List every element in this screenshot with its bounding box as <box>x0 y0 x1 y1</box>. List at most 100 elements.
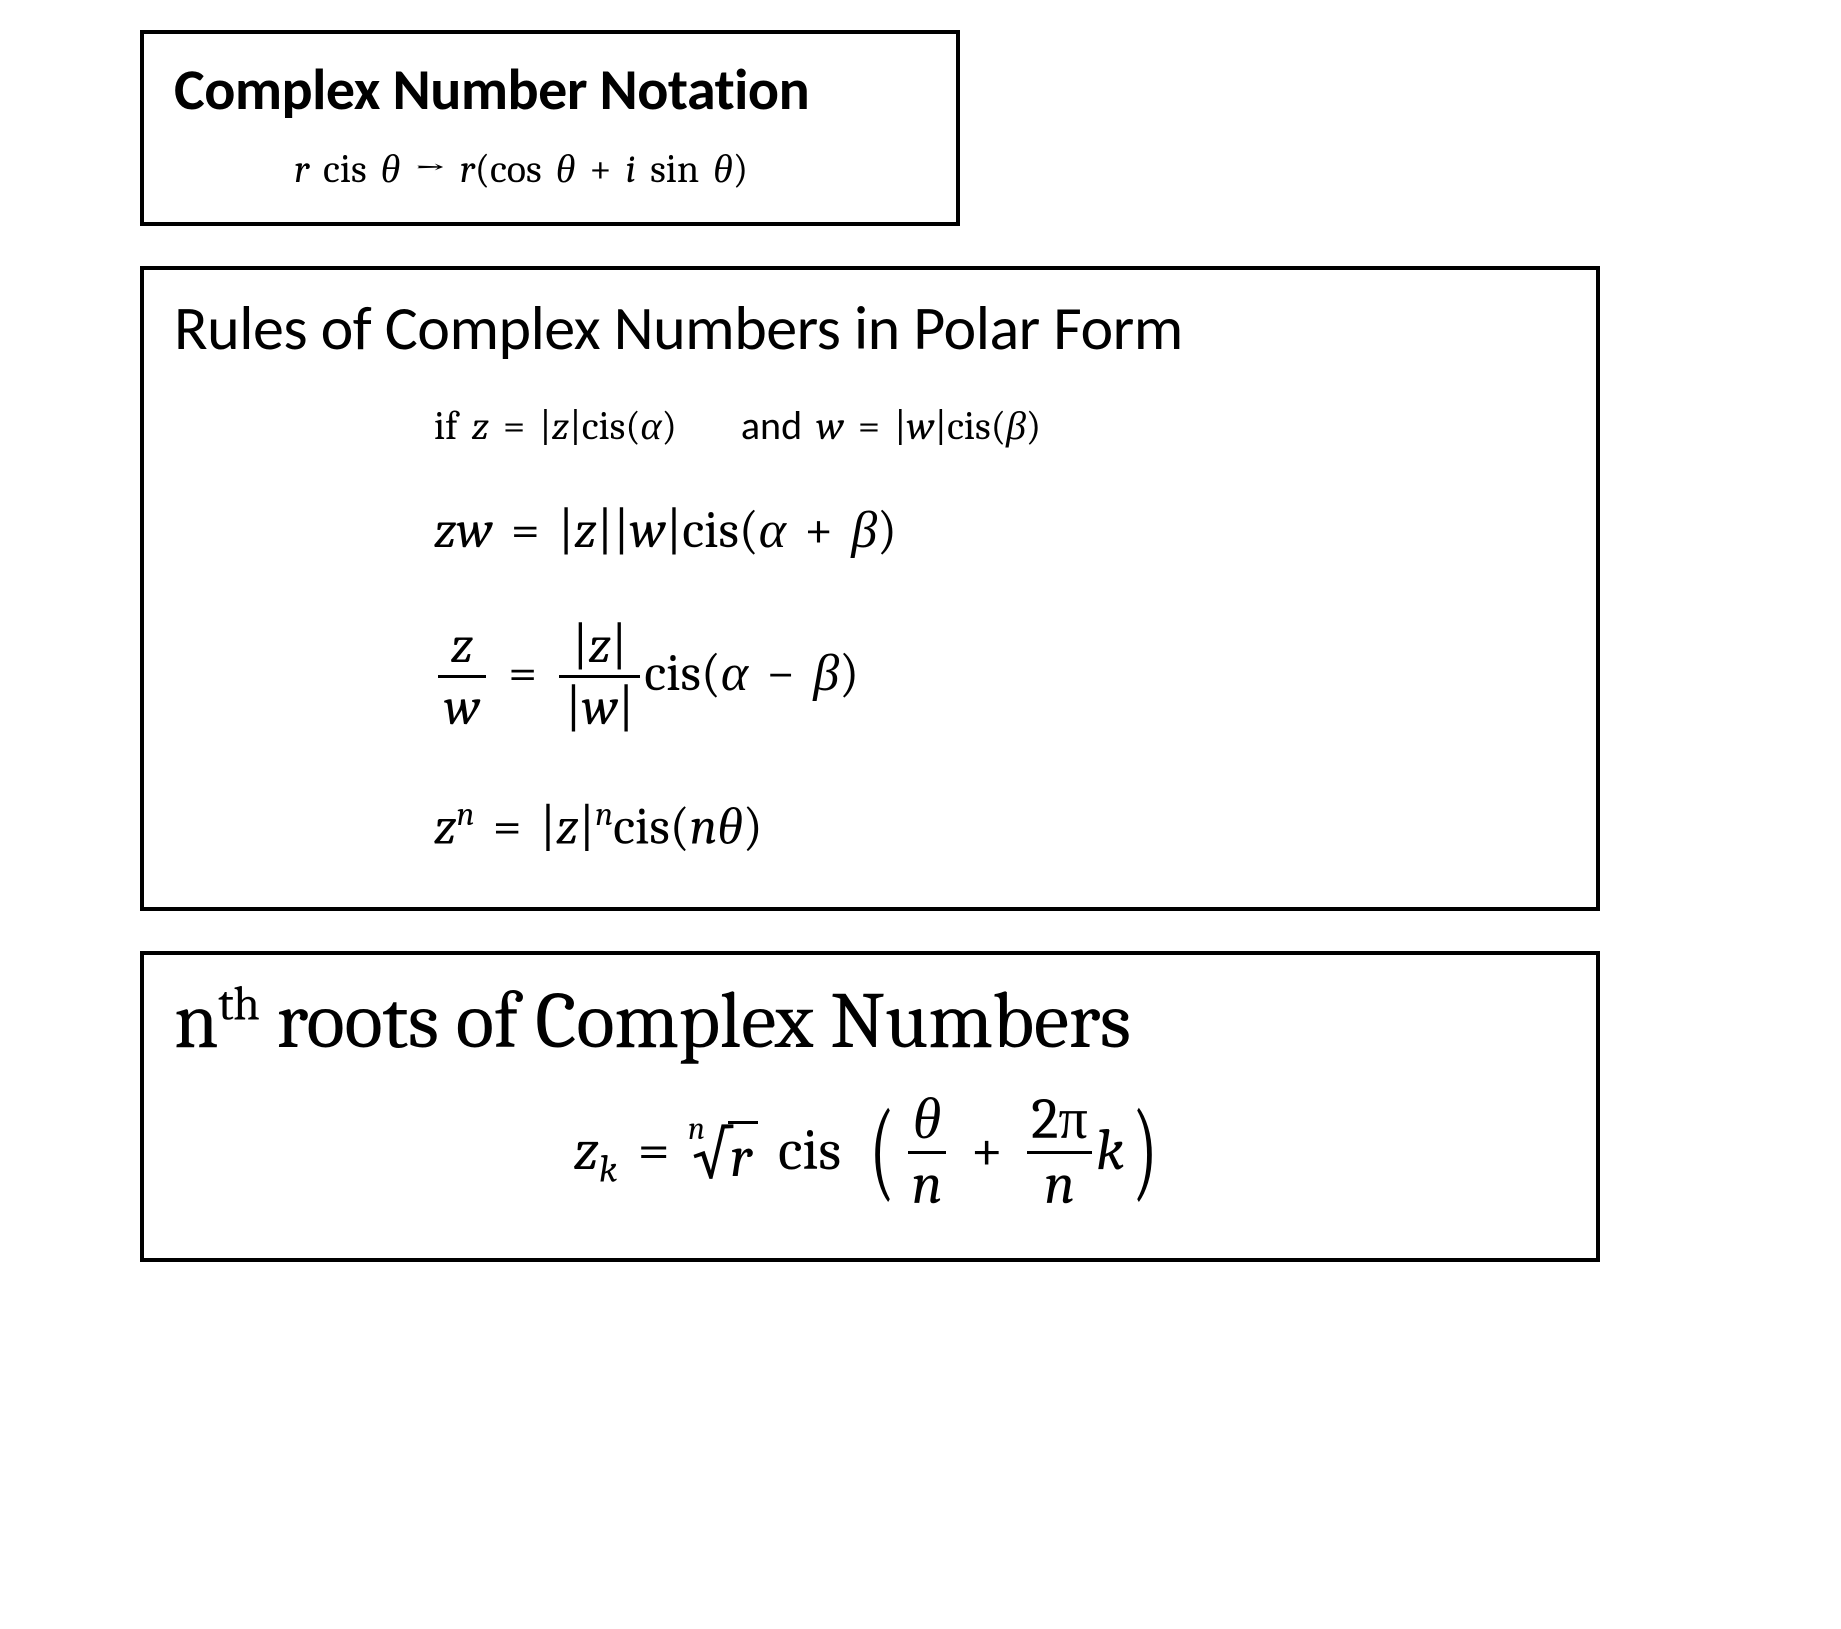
bar: | <box>539 403 552 449</box>
frac-theta-n: θ n <box>908 1090 947 1217</box>
op-cis: cis <box>682 500 739 560</box>
frac-modzw: |z| |w| <box>559 618 640 734</box>
bar: | <box>572 615 588 675</box>
var-w2: w <box>630 500 666 560</box>
rparen: ) <box>839 643 859 703</box>
var-r2: r <box>460 146 475 192</box>
title-n: n <box>174 975 218 1067</box>
bar: | <box>540 797 556 857</box>
op-plus: + <box>804 500 833 560</box>
rparen: ) <box>662 403 677 449</box>
title-rest: roots of Complex Numbers <box>259 975 1130 1067</box>
op-cis: cis <box>644 643 701 703</box>
var-alpha: α <box>721 643 748 703</box>
var-z: z <box>434 500 457 560</box>
lparen: ( <box>475 146 490 192</box>
op-cis: cis <box>778 1116 841 1183</box>
var-w: w <box>816 403 844 449</box>
var-w2: w <box>582 677 618 737</box>
var-z: z <box>451 615 474 675</box>
roots-box: nth roots of Complex Numbers zk=n√rcis( … <box>140 951 1600 1263</box>
bar4: | <box>618 677 634 737</box>
frac-2pi-n: 2π n <box>1027 1090 1092 1217</box>
op-eq: = <box>503 403 525 449</box>
var-theta: θ <box>381 146 401 192</box>
op-eq: = <box>511 500 540 560</box>
op-eq2: = <box>858 403 880 449</box>
op-plus: + <box>589 146 611 192</box>
txt-if: if <box>434 403 458 449</box>
op-eq: = <box>638 1116 670 1183</box>
op-minus: − <box>766 643 795 703</box>
exp-n2: n <box>595 796 613 834</box>
op-eq: = <box>493 797 522 857</box>
notation-box: Complex Number Notation rcisθ→r(cosθ+isi… <box>140 30 960 226</box>
bar2: | <box>597 500 613 560</box>
var-w2: w <box>907 403 935 449</box>
var-r: r <box>294 146 309 192</box>
bar2: | <box>611 615 627 675</box>
var-i: i <box>626 146 637 192</box>
lparen: ( <box>739 500 759 560</box>
op-cis2: cis <box>947 403 991 449</box>
var-n: n <box>912 1151 943 1218</box>
rules-title: Rules of Complex Numbers in Polar Form <box>174 290 1566 366</box>
var-z2: z <box>574 500 597 560</box>
bar4: | <box>934 403 947 449</box>
var-r: r <box>730 1124 752 1191</box>
frac-zw: z w <box>438 618 486 734</box>
bar3: | <box>894 403 907 449</box>
var-k: k <box>1096 1116 1124 1183</box>
op-cis: cis <box>582 403 626 449</box>
var-z: z <box>472 403 489 449</box>
quotient-formula: z w = |z| |w| cis(α−β) <box>434 620 1566 736</box>
var-alpha: α <box>759 500 786 560</box>
power-formula: zn=|z|ncis(nθ) <box>434 796 1566 856</box>
var-beta: β <box>1006 403 1026 449</box>
lparen2: ( <box>991 403 1006 449</box>
var-z: z <box>574 1116 599 1183</box>
var-n2: n <box>1044 1151 1075 1218</box>
radical-icon: √ <box>692 1116 731 1193</box>
var-theta: θ <box>717 797 743 857</box>
op-cis: cis <box>323 146 367 192</box>
var-beta: β <box>813 643 839 703</box>
roots-formula: zk=n√rcis( θ n + 2π n k) <box>174 1092 1566 1219</box>
op-plus: + <box>971 1116 1003 1183</box>
var-theta3: θ <box>713 146 733 192</box>
rparen2: ) <box>1026 403 1041 449</box>
op-eq: = <box>508 643 537 703</box>
bar2: | <box>579 797 595 857</box>
var-w: w <box>457 500 493 560</box>
notation-title: Complex Number Notation <box>174 54 926 125</box>
lparen: ( <box>625 403 640 449</box>
var-z2: z <box>552 403 569 449</box>
var-n: n <box>690 797 718 857</box>
var-theta: θ <box>913 1086 942 1153</box>
bar3: | <box>565 677 581 737</box>
sub-k: k <box>599 1148 617 1191</box>
rules-condition: ifz=|z|cis(α)andw=|w|cis(β) <box>434 401 1566 450</box>
rparen: ) <box>877 500 897 560</box>
bar4: | <box>666 500 682 560</box>
bar2: | <box>569 403 582 449</box>
op-sin: sin <box>650 146 699 192</box>
op-cos: cos <box>490 146 542 192</box>
exp-n: n <box>457 796 475 834</box>
var-beta: β <box>851 500 877 560</box>
var-alpha: α <box>641 403 662 449</box>
lparen: ( <box>670 797 690 857</box>
rparen: ) <box>733 146 748 192</box>
var-theta2: θ <box>556 146 576 192</box>
product-formula: zw=|z||w|cis(α+β) <box>434 500 1566 560</box>
var-z2: z <box>589 615 612 675</box>
var-z2: z <box>556 797 579 857</box>
op-cis: cis <box>613 797 670 857</box>
arrow-icon: → <box>414 146 445 192</box>
var-w: w <box>444 677 480 737</box>
bar3: | <box>613 500 629 560</box>
txt-and: and <box>741 401 802 450</box>
bar: | <box>558 500 574 560</box>
title-th: th <box>218 976 259 1031</box>
roots-title: nth roots of Complex Numbers <box>174 975 1566 1067</box>
